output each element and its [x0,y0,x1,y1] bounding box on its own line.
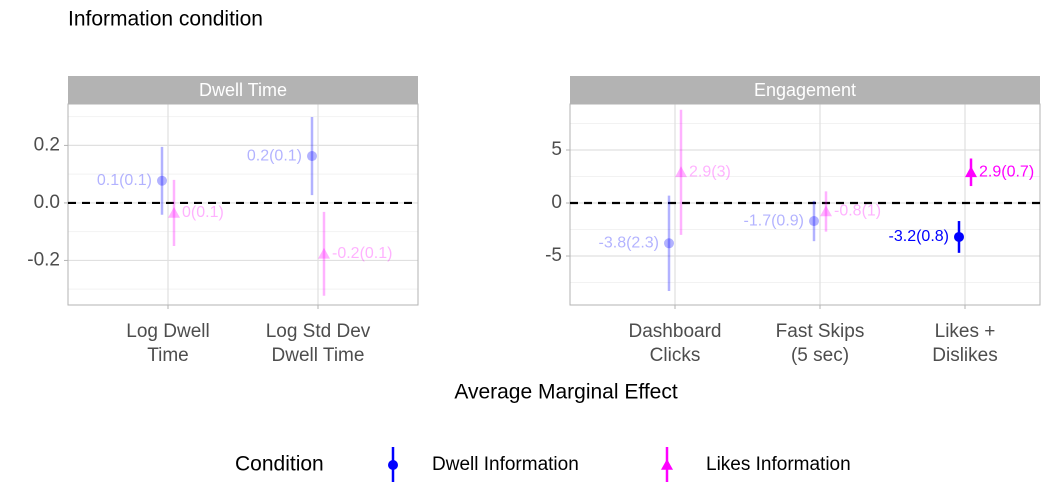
point [168,206,180,218]
x-tick-line: Clicks [650,345,701,366]
value-label: -3.2(0.8) [889,228,949,245]
point [809,216,819,227]
point [675,166,687,178]
point [954,231,964,242]
value-label: 2.9(3) [689,163,731,180]
facet-strip [570,76,1040,104]
value-label: 0.2(0.1) [247,147,302,164]
value-label: 0(0.1) [182,204,224,221]
y-tick-label: 5 [551,139,562,160]
facet-strip [68,76,418,104]
legend-title: Condition [235,453,324,476]
x-tick-label: Log Std Dev Dwell Time [266,321,371,366]
x-tick-label: Dashboard Clicks [629,321,722,366]
x-tick-line: Log Std Dev [266,321,371,342]
y-tick-label: 0.0 [34,192,60,213]
x-tick-label: Likes + Dislikes [932,321,997,366]
x-tick-line: Dwell Time [272,345,365,366]
legend-key-point [388,460,398,470]
value-label: 0.1(0.1) [97,172,152,189]
legend-key-point [661,459,673,470]
point [664,238,674,249]
point [307,151,317,162]
x-tick-line: Time [147,345,189,366]
point [318,247,330,259]
y-tick-label: -0.2 [27,249,60,270]
x-axis-label: Average Marginal Effect [454,381,678,404]
x-tick-line: Fast Skips [776,321,865,342]
facet-label: Engagement [754,80,856,100]
value-label: -3.8(2.3) [599,235,659,252]
x-tick-line: (5 sec) [791,345,849,366]
facet-label: Dwell Time [199,80,287,100]
value-label: -0.8(1) [834,203,881,220]
x-tick-line: Likes + [935,321,996,342]
x-tick-line: Log Dwell [126,321,209,342]
chart-title: Information condition [68,8,263,31]
panel-border [67,103,419,306]
point [157,175,167,186]
value-label: 2.9(0.7) [979,163,1034,180]
y-tick-label: 0.2 [34,134,60,155]
y-tick-label: -5 [545,245,562,266]
legend-label: Likes Information [706,454,851,475]
value-label: -1.7(0.9) [744,212,804,229]
x-tick-label: Log Dwell Time [126,321,209,366]
x-tick-label: Fast Skips (5 sec) [776,321,865,366]
panel-border [569,103,1041,306]
x-tick-line: Dislikes [932,345,997,366]
point [820,205,832,217]
point [965,166,977,178]
x-tick-line: Dashboard [629,321,722,342]
value-label: -0.2(0.1) [332,245,392,262]
legend-label: Dwell Information [432,454,579,475]
y-tick-label: 0 [551,192,562,213]
